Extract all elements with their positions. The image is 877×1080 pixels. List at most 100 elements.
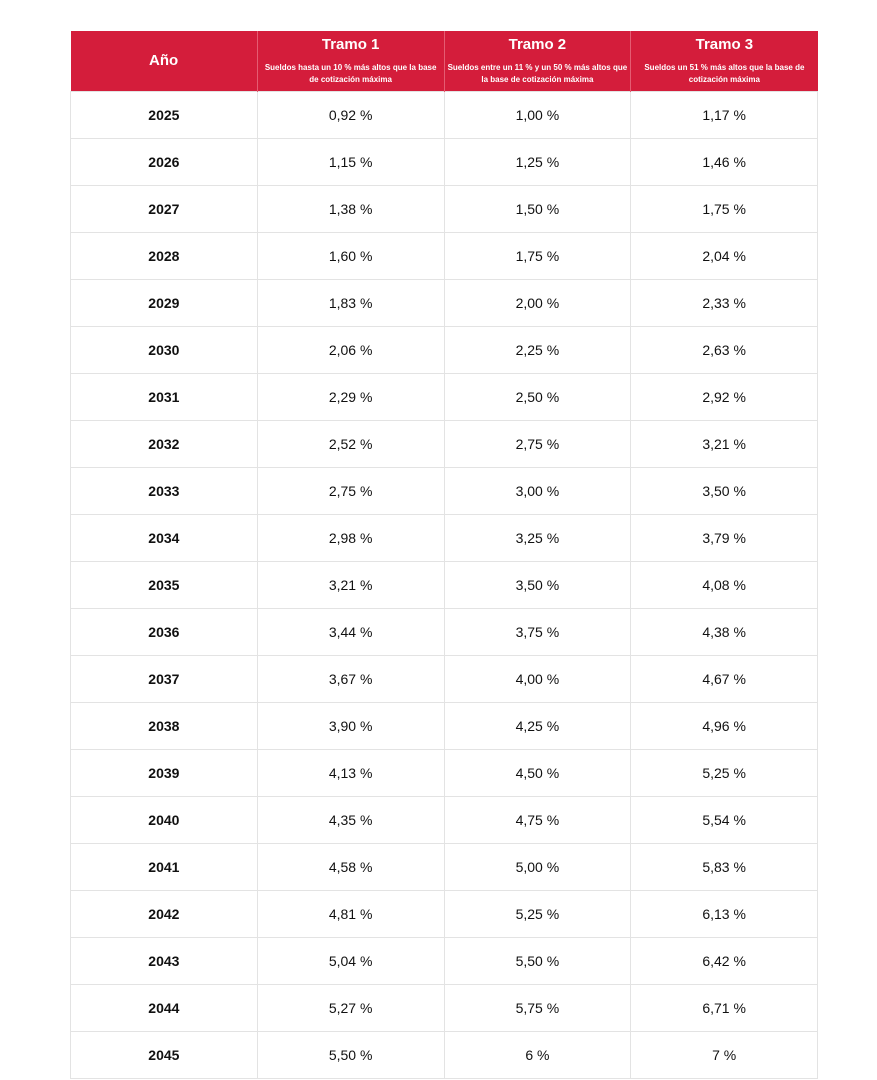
tramo-3-cell: 6,71 % — [630, 983, 818, 1032]
tramo-1-cell: 2,29 % — [256, 372, 445, 421]
table-row: 2037 3,67 % 4,00 % 4,67 % — [70, 654, 818, 703]
tramo-3-cell: 2,33 % — [630, 278, 818, 327]
table-row: 2043 5,04 % 5,50 % 6,42 % — [70, 936, 818, 985]
tramo-2-cell: 4,75 % — [443, 795, 632, 844]
table-row: 2029 1,83 % 2,00 % 2,33 % — [70, 278, 818, 327]
tramo-2-cell: 2,75 % — [443, 419, 632, 468]
header-tramo-2-subtitle: Sueldos entre un 11 % y un 50 % más alto… — [447, 63, 628, 84]
tramo-1-cell: 2,75 % — [256, 466, 445, 515]
tramo-2-cell: 5,50 % — [443, 936, 632, 985]
tramo-2-cell: 1,75 % — [443, 231, 632, 280]
year-cell: 2027 — [70, 184, 258, 233]
table-row: 2041 4,58 % 5,00 % 5,83 % — [70, 842, 818, 891]
year-cell: 2026 — [70, 137, 258, 186]
tramo-2-cell: 4,50 % — [443, 748, 632, 797]
tramo-3-cell: 3,50 % — [630, 466, 818, 515]
table-row: 2044 5,27 % 5,75 % 6,71 % — [70, 983, 818, 1032]
table-row: 2025 0,92 % 1,00 % 1,17 % — [70, 90, 818, 139]
table-row: 2028 1,60 % 1,75 % 2,04 % — [70, 231, 818, 280]
tramo-3-cell: 5,54 % — [630, 795, 818, 844]
tramo-2-cell: 2,25 % — [443, 325, 632, 374]
tramo-2-cell: 3,50 % — [443, 560, 632, 609]
year-cell: 2045 — [70, 1030, 258, 1079]
tramo-2-cell: 4,00 % — [443, 654, 632, 703]
header-tramo-1-subtitle: Sueldos hasta un 10 % más altos que la b… — [264, 63, 437, 84]
tramo-2-cell: 4,25 % — [443, 701, 632, 750]
table-row: 2032 2,52 % 2,75 % 3,21 % — [70, 419, 818, 468]
year-cell: 2033 — [70, 466, 258, 515]
year-cell: 2038 — [70, 701, 258, 750]
tramo-3-cell: 1,17 % — [630, 90, 818, 139]
tramo-1-cell: 5,04 % — [256, 936, 445, 985]
table-row: 2039 4,13 % 4,50 % 5,25 % — [70, 748, 818, 797]
year-cell: 2039 — [70, 748, 258, 797]
tramo-1-cell: 2,06 % — [256, 325, 445, 374]
tramo-3-cell: 3,21 % — [630, 419, 818, 468]
tramo-2-cell: 1,50 % — [443, 184, 632, 233]
tramo-3-cell: 2,63 % — [630, 325, 818, 374]
table-row: 2026 1,15 % 1,25 % 1,46 % — [70, 137, 818, 186]
tramo-3-cell: 4,08 % — [630, 560, 818, 609]
tramo-3-cell: 5,83 % — [630, 842, 818, 891]
table-row: 2045 5,50 % 6 % 7 % — [70, 1030, 818, 1079]
year-cell: 2034 — [70, 513, 258, 562]
table-row: 2038 3,90 % 4,25 % 4,96 % — [70, 701, 818, 750]
tramo-3-cell: 1,46 % — [630, 137, 818, 186]
tramo-1-cell: 2,98 % — [256, 513, 445, 562]
header-tramo-2: Tramo 2 Sueldos entre un 11 % y un 50 % … — [444, 31, 632, 91]
tramo-3-cell: 5,25 % — [630, 748, 818, 797]
tramo-2-cell: 5,00 % — [443, 842, 632, 891]
rates-table: Año Tramo 1 Sueldos hasta un 10 % más al… — [70, 31, 818, 1079]
tramo-2-cell: 3,25 % — [443, 513, 632, 562]
year-cell: 2036 — [70, 607, 258, 656]
tramo-1-cell: 1,15 % — [256, 137, 445, 186]
year-cell: 2032 — [70, 419, 258, 468]
year-cell: 2028 — [70, 231, 258, 280]
tramo-2-cell: 2,00 % — [443, 278, 632, 327]
year-cell: 2044 — [70, 983, 258, 1032]
table-header: Año Tramo 1 Sueldos hasta un 10 % más al… — [70, 31, 818, 91]
tramo-3-cell: 2,04 % — [630, 231, 818, 280]
tramo-2-cell: 6 % — [443, 1030, 632, 1079]
header-tramo-1: Tramo 1 Sueldos hasta un 10 % más altos … — [257, 31, 445, 91]
header-tramo-3: Tramo 3 Sueldos un 51 % más altos que la… — [630, 31, 818, 91]
tramo-2-cell: 3,75 % — [443, 607, 632, 656]
tramo-1-cell: 4,81 % — [256, 889, 445, 938]
tramo-3-cell: 4,38 % — [630, 607, 818, 656]
tramo-1-cell: 0,92 % — [256, 90, 445, 139]
table-row: 2036 3,44 % 3,75 % 4,38 % — [70, 607, 818, 656]
table-body: 2025 0,92 % 1,00 % 1,17 % 2026 1,15 % 1,25 % 1,… — [70, 90, 818, 1079]
tramo-1-cell: 3,90 % — [256, 701, 445, 750]
tramo-2-cell: 5,75 % — [443, 983, 632, 1032]
tramo-1-cell: 1,83 % — [256, 278, 445, 327]
tramo-2-cell: 2,50 % — [443, 372, 632, 421]
year-cell: 2041 — [70, 842, 258, 891]
tramo-1-cell: 1,60 % — [256, 231, 445, 280]
tramo-3-cell: 6,13 % — [630, 889, 818, 938]
header-year: Año — [70, 31, 258, 91]
tramo-3-cell: 3,79 % — [630, 513, 818, 562]
tramo-3-cell: 2,92 % — [630, 372, 818, 421]
tramo-3-cell: 1,75 % — [630, 184, 818, 233]
header-tramo-3-subtitle: Sueldos un 51 % más altos que la base de… — [644, 63, 805, 84]
tramo-1-cell: 4,58 % — [256, 842, 445, 891]
year-cell: 2029 — [70, 278, 258, 327]
year-cell: 2030 — [70, 325, 258, 374]
header-tramo-2-title: Tramo 2 — [508, 36, 567, 53]
tramo-1-cell: 2,52 % — [256, 419, 445, 468]
header-tramo-1-title: Tramo 1 — [321, 36, 380, 53]
tramo-3-cell: 4,96 % — [630, 701, 818, 750]
tramo-3-cell: 4,67 % — [630, 654, 818, 703]
header-tramo-3-title: Tramo 3 — [695, 36, 754, 53]
tramo-1-cell: 5,27 % — [256, 983, 445, 1032]
tramo-1-cell: 4,13 % — [256, 748, 445, 797]
tramo-2-cell: 5,25 % — [443, 889, 632, 938]
tramo-3-cell: 7 % — [630, 1030, 818, 1079]
year-cell: 2040 — [70, 795, 258, 844]
year-cell: 2035 — [70, 560, 258, 609]
tramo-1-cell: 1,38 % — [256, 184, 445, 233]
table-row: 2031 2,29 % 2,50 % 2,92 % — [70, 372, 818, 421]
tramo-1-cell: 3,21 % — [256, 560, 445, 609]
year-cell: 2043 — [70, 936, 258, 985]
table-row: 2035 3,21 % 3,50 % 4,08 % — [70, 560, 818, 609]
